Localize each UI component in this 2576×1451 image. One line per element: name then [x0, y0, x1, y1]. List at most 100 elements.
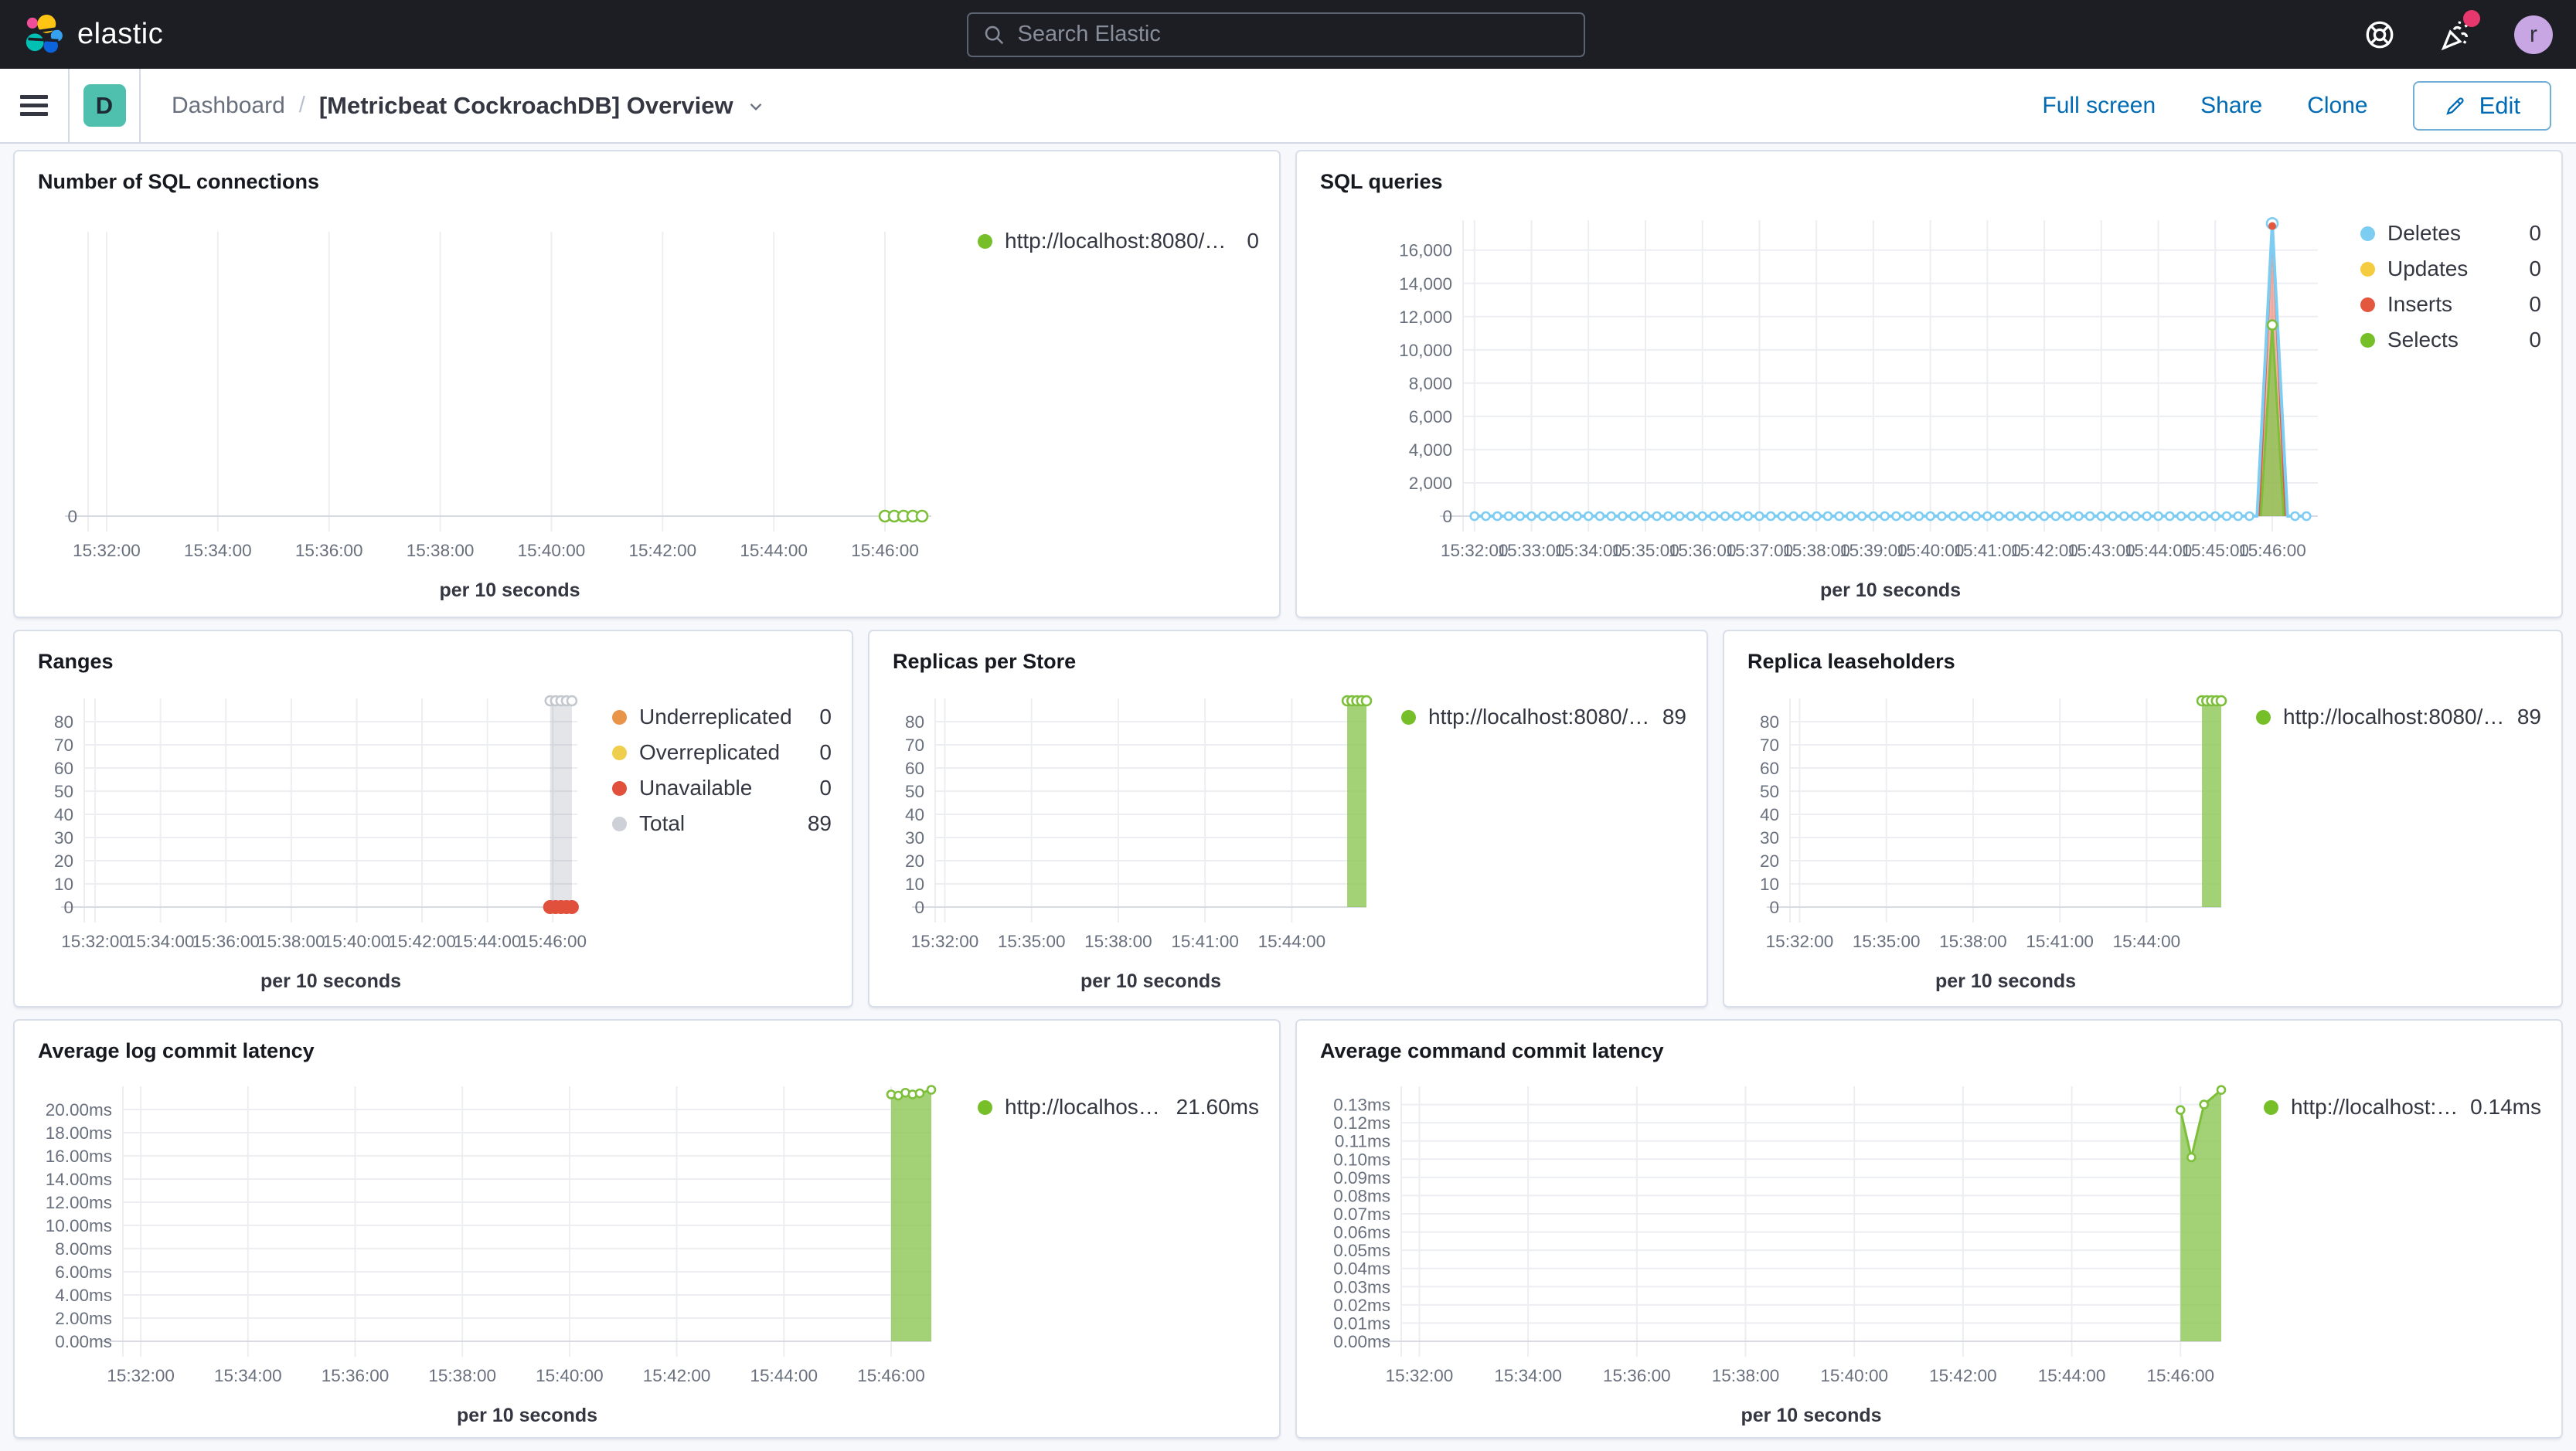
legend-value: 0 [819, 705, 832, 729]
legend-item[interactable]: Underreplicated 0 [612, 704, 832, 730]
legend-item[interactable]: http://localhost:8080... 0.14ms [2264, 1094, 2541, 1120]
legend-item[interactable]: Updates 0 [2360, 256, 2541, 282]
svg-text:16.00ms: 16.00ms [46, 1147, 112, 1166]
panel-title[interactable]: SQL queries [1320, 170, 1443, 193]
panel-sql-queries: SQL queries 15:32:00 15:33:00 15:34:00 15:3… [1295, 150, 2563, 618]
legend-item[interactable]: http://localhost:8080/_sta... 89 [2256, 704, 2541, 730]
svg-text:15:42:00: 15:42:00 [2010, 541, 2078, 560]
legend-item[interactable]: Deletes 0 [2360, 220, 2541, 246]
legend-item[interactable]: Unavailable 0 [612, 775, 832, 801]
legend-item[interactable]: http://localhost:8080/_sta... 89 [1401, 704, 1686, 730]
command-commit-latency-chart[interactable]: 15:32:00 15:34:00 15:36:00 15:38:00 15:40:00… [1297, 1066, 2264, 1437]
legend-item[interactable]: http://localhost:808... 21.60ms [978, 1094, 1259, 1120]
svg-text:0.08ms: 0.08ms [1333, 1186, 1390, 1205]
sql-queries-chart[interactable]: 15:32:00 15:33:00 15:34:00 15:35:00 15:36:00… [1297, 197, 2360, 617]
sql-connections-chart[interactable]: 15:32:00 15:34:00 15:36:00 15:38:00 15:40:00… [15, 197, 978, 617]
svg-text:50: 50 [54, 782, 73, 801]
svg-text:15:32:00: 15:32:00 [911, 932, 979, 951]
main-menu-button[interactable] [20, 95, 48, 116]
legend-label: Selects [2387, 328, 2459, 352]
svg-text:15:34:00: 15:34:00 [1494, 1366, 1562, 1385]
svg-text:15:40:00: 15:40:00 [518, 541, 586, 560]
svg-text:20.00ms: 20.00ms [46, 1100, 112, 1120]
svg-text:0.06ms: 0.06ms [1333, 1223, 1390, 1242]
legend-item[interactable]: http://localhost:8080/_stat... 0 [978, 228, 1259, 254]
svg-text:15:44:00: 15:44:00 [1258, 932, 1326, 951]
svg-text:4,000: 4,000 [1409, 440, 1452, 460]
svg-text:15:32:00: 15:32:00 [73, 541, 141, 560]
svg-text:15:38:00: 15:38:00 [1084, 932, 1152, 951]
svg-text:10: 10 [1760, 875, 1779, 894]
svg-text:18.00ms: 18.00ms [46, 1123, 112, 1143]
svg-text:15:46:00: 15:46:00 [2238, 541, 2306, 560]
user-avatar[interactable]: r [2514, 15, 2553, 54]
title-menu-button[interactable] [746, 96, 766, 116]
svg-text:15:32:00: 15:32:00 [1386, 1366, 1454, 1385]
svg-text:0.04ms: 0.04ms [1333, 1259, 1390, 1279]
clone-button[interactable]: Clone [2307, 92, 2368, 118]
space-badge[interactable]: D [83, 84, 126, 127]
panel-title[interactable]: Number of SQL connections [38, 170, 320, 193]
newsfeed-button[interactable] [2437, 9, 2480, 55]
svg-text:15:35:00: 15:35:00 [998, 932, 1066, 951]
svg-text:15:44:00: 15:44:00 [750, 1366, 818, 1385]
share-button[interactable]: Share [2200, 92, 2263, 118]
series-color-dot [2360, 297, 2375, 312]
panel-title[interactable]: Ranges [38, 650, 114, 673]
svg-text:15:36:00: 15:36:00 [192, 932, 260, 951]
panel-title[interactable]: Average command commit latency [1320, 1039, 1664, 1062]
legend-item[interactable]: Overreplicated 0 [612, 739, 832, 766]
legend-value: 89 [1662, 705, 1686, 729]
breadcrumb-dashboard-link[interactable]: Dashboard [172, 92, 285, 118]
replica-leaseholders-chart[interactable]: 15:32:00 15:35:00 15:38:00 15:41:00 15:44:00… [1724, 677, 2256, 1006]
panel-title[interactable]: Average log commit latency [38, 1039, 315, 1062]
svg-text:12.00ms: 12.00ms [46, 1193, 112, 1212]
log-commit-latency-chart[interactable]: 15:32:00 15:34:00 15:36:00 15:38:00 15:40:00… [15, 1066, 978, 1437]
svg-text:0.03ms: 0.03ms [1333, 1277, 1390, 1296]
svg-text:0.07ms: 0.07ms [1333, 1205, 1390, 1224]
legend-label: http://localhost:808... [1005, 1095, 1165, 1119]
breadcrumb-separator: / [298, 93, 305, 117]
legend-value: 0 [819, 776, 832, 800]
search-input[interactable] [1017, 22, 1570, 47]
legend-label: Deletes [2387, 221, 2461, 245]
edit-button[interactable]: Edit [2412, 80, 2551, 131]
chart-legend: http://localhost:8080/_sta... 89 [1401, 677, 1707, 1006]
full-screen-button[interactable]: Full screen [2042, 92, 2156, 118]
panel-title[interactable]: Replicas per Store [893, 650, 1077, 673]
ranges-chart[interactable]: 15:32:00 15:34:00 15:36:00 15:38:00 15:40:00… [15, 677, 612, 1006]
series-color-dot [1401, 709, 1416, 725]
svg-text:15:42:00: 15:42:00 [388, 932, 456, 951]
svg-text:30: 30 [905, 828, 924, 848]
svg-text:0.00ms: 0.00ms [1333, 1332, 1390, 1351]
elastic-logo[interactable]: elastic [23, 14, 164, 55]
panel-average-command-commit-latency: Average command commit latency 15:32:00 1… [1295, 1019, 2563, 1439]
legend-item[interactable]: Selects 0 [2360, 327, 2541, 353]
svg-text:per 10 seconds: per 10 seconds [1080, 970, 1221, 992]
svg-text:60: 60 [905, 759, 924, 778]
svg-text:50: 50 [1760, 782, 1779, 801]
svg-text:70: 70 [905, 736, 924, 755]
svg-text:6.00ms: 6.00ms [55, 1262, 112, 1282]
logo-wordmark: elastic [77, 18, 164, 50]
svg-text:0.12ms: 0.12ms [1333, 1113, 1390, 1133]
svg-text:15:41:00: 15:41:00 [1954, 541, 2022, 560]
svg-text:15:34:00: 15:34:00 [127, 932, 195, 951]
legend-item[interactable]: Total 89 [612, 810, 832, 837]
svg-text:0.11ms: 0.11ms [1335, 1132, 1390, 1151]
svg-text:15:44:00: 15:44:00 [454, 932, 522, 951]
svg-text:15:37:00: 15:37:00 [1726, 541, 1794, 560]
svg-text:4.00ms: 4.00ms [55, 1286, 112, 1305]
svg-text:15:34:00: 15:34:00 [184, 541, 252, 560]
help-button[interactable] [2360, 15, 2400, 55]
svg-text:80: 80 [1760, 712, 1779, 732]
series-color-dot [612, 816, 627, 831]
svg-text:15:46:00: 15:46:00 [519, 932, 587, 951]
svg-text:15:38:00: 15:38:00 [428, 1366, 496, 1385]
legend-label: http://localhost:8080... [2291, 1095, 2460, 1119]
panel-title[interactable]: Replica leaseholders [1747, 650, 1955, 673]
global-search[interactable] [966, 12, 1585, 57]
legend-item[interactable]: Inserts 0 [2360, 291, 2541, 318]
breadcrumb: Dashboard / [Metricbeat CockroachDB] Ove… [172, 92, 766, 120]
replicas-per-store-chart[interactable]: 15:32:00 15:35:00 15:38:00 15:41:00 15:44:00… [869, 677, 1401, 1006]
